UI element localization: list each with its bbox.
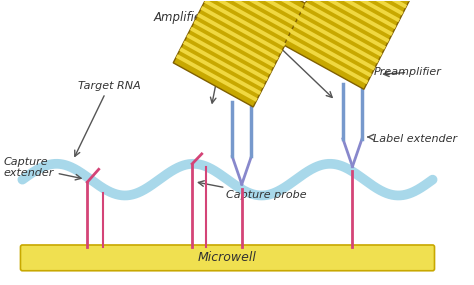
Text: Preamplifier: Preamplifier [374,68,441,78]
Text: Amplifier with hybridized
label probes: Amplifier with hybridized label probes [154,11,301,103]
Polygon shape [173,0,306,107]
Text: Target RNA: Target RNA [75,80,140,156]
Text: Capture probe: Capture probe [198,181,306,201]
Text: Label extender: Label extender [368,134,457,144]
FancyBboxPatch shape [20,245,435,271]
Text: Microwell: Microwell [198,251,257,264]
Text: Capture
extender: Capture extender [3,156,81,180]
Polygon shape [284,0,417,89]
